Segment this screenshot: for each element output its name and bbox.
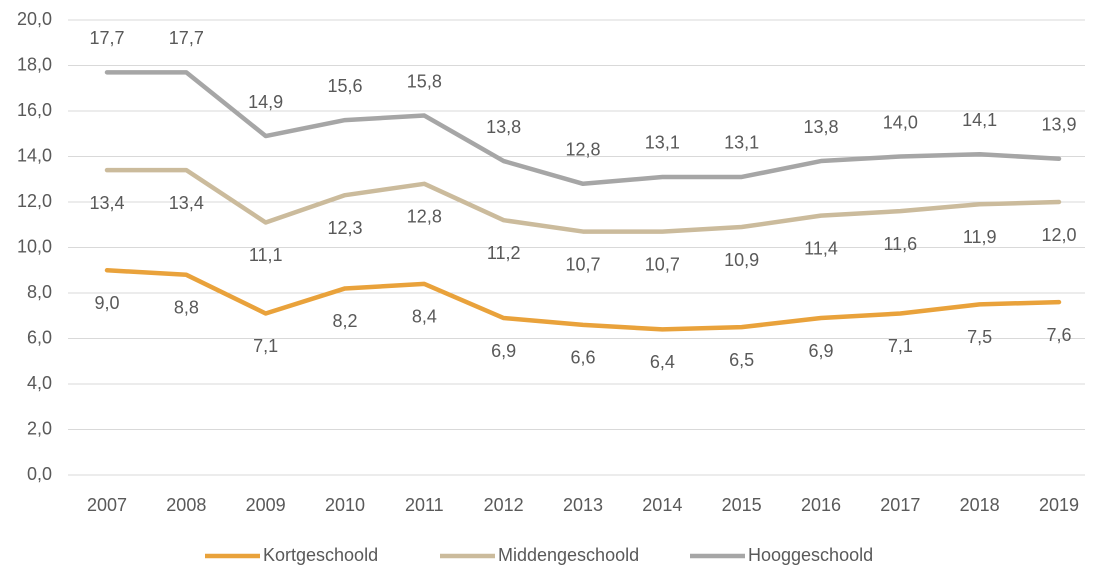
y-tick-label: 2,0 xyxy=(27,418,52,438)
series-line xyxy=(104,70,1062,187)
data-label: 10,7 xyxy=(565,254,600,274)
data-label: 13,8 xyxy=(803,117,838,137)
data-label: 15,8 xyxy=(407,71,442,91)
data-label: 7,1 xyxy=(888,336,913,356)
data-label: 11,6 xyxy=(883,234,917,254)
data-label: 14,9 xyxy=(248,92,283,112)
data-label: 15,6 xyxy=(327,76,362,96)
x-tick-label: 2016 xyxy=(801,495,841,515)
y-tick-label: 0,0 xyxy=(27,464,52,484)
x-tick-label: 2012 xyxy=(484,495,524,515)
data-label: 11,1 xyxy=(249,245,283,265)
x-tick-label: 2014 xyxy=(642,495,682,515)
data-label: 6,4 xyxy=(650,352,675,372)
x-tick-label: 2007 xyxy=(87,495,127,515)
data-label: 10,7 xyxy=(645,254,680,274)
y-tick-label: 12,0 xyxy=(17,191,52,211)
y-tick-label: 14,0 xyxy=(17,145,52,165)
x-tick-label: 2009 xyxy=(246,495,286,515)
y-tick-label: 18,0 xyxy=(17,54,52,74)
data-label: 6,9 xyxy=(491,341,516,361)
data-label: 7,6 xyxy=(1046,325,1071,345)
data-label: 13,1 xyxy=(645,133,680,153)
y-tick-label: 4,0 xyxy=(27,373,52,393)
data-label: 17,7 xyxy=(169,28,204,48)
x-tick-label: 2017 xyxy=(880,495,920,515)
data-label: 6,9 xyxy=(808,341,833,361)
data-label: 11,9 xyxy=(963,227,997,247)
series-line xyxy=(104,268,1062,332)
data-label: 13,4 xyxy=(89,193,124,213)
data-label: 12,8 xyxy=(565,140,600,160)
data-label: 14,1 xyxy=(962,110,997,130)
y-tick-label: 6,0 xyxy=(27,327,52,347)
x-tick-label: 2008 xyxy=(166,495,206,515)
x-tick-label: 2013 xyxy=(563,495,603,515)
legend-label: Kortgeschoold xyxy=(263,545,378,565)
x-tick-label: 2010 xyxy=(325,495,365,515)
data-label: 6,6 xyxy=(570,348,595,368)
legend-label: Middengeschoold xyxy=(498,545,639,565)
data-label: 14,0 xyxy=(883,112,918,132)
data-label: 13,1 xyxy=(724,133,759,153)
data-label: 6,5 xyxy=(729,350,754,370)
data-label: 12,8 xyxy=(407,207,442,227)
data-label: 9,0 xyxy=(94,293,119,313)
x-tick-label: 2018 xyxy=(960,495,1000,515)
y-tick-label: 8,0 xyxy=(27,282,52,302)
x-tick-label: 2019 xyxy=(1039,495,1079,515)
data-label: 13,9 xyxy=(1041,115,1076,135)
data-label: 7,1 xyxy=(253,336,278,356)
data-label: 8,8 xyxy=(174,298,199,318)
data-label: 13,8 xyxy=(486,117,521,137)
data-label: 8,4 xyxy=(412,307,437,327)
legend-label: Hooggeschoold xyxy=(748,545,873,565)
y-tick-label: 10,0 xyxy=(17,236,52,256)
data-label: 17,7 xyxy=(89,28,124,48)
data-label: 11,2 xyxy=(487,243,521,263)
data-label: 8,2 xyxy=(332,311,357,331)
data-label: 12,0 xyxy=(1041,225,1076,245)
data-label: 11,4 xyxy=(804,238,838,258)
x-tick-label: 2015 xyxy=(722,495,762,515)
data-label: 12,3 xyxy=(327,218,362,238)
y-tick-label: 20,0 xyxy=(17,9,52,29)
data-label: 13,4 xyxy=(169,193,204,213)
series-line xyxy=(104,167,1062,234)
data-label: 10,9 xyxy=(724,250,759,270)
data-label: 7,5 xyxy=(967,327,992,347)
y-tick-label: 16,0 xyxy=(17,100,52,120)
x-tick-label: 2011 xyxy=(405,495,444,515)
